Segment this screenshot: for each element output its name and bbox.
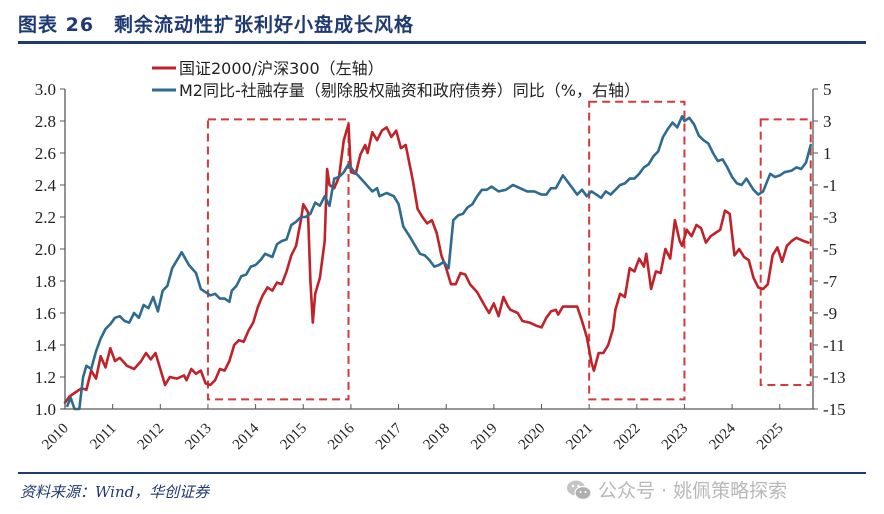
watermark-text: 公众号 · 姚佩策略探索 <box>598 480 788 502</box>
highlight-box <box>588 100 686 401</box>
x-axis-tick-label: 2023 <box>659 421 692 454</box>
x-axis-tick-label: 2012 <box>135 421 168 454</box>
right-axis-tick-label: -7 <box>823 272 838 291</box>
right-axis-tick-label: -15 <box>823 400 846 419</box>
x-axis-tick-label: 2025 <box>754 421 787 454</box>
left-axis-tick-label: 3.0 <box>35 80 56 99</box>
line-chart: 国证2000/沪深300（左轴） M2同比-社融存量（剔除股权融资和政府债券）同比… <box>35 59 846 453</box>
highlight-box <box>206 118 350 401</box>
wechat-icon <box>566 479 592 501</box>
highlight-box <box>759 118 812 387</box>
legend-label: M2同比-社融存量（剔除股权融资和政府债券）同比（%，右轴） <box>179 81 640 100</box>
x-axis-tick-label: 2016 <box>325 420 358 453</box>
chart-axes: 3.0 2.8 2.6 2.4 2.2 2.0 1.8 1.6 1.4 1.2 1.0 5 3 1 -1 -3… <box>35 80 846 453</box>
right-axis-tick-label: -3 <box>823 208 837 227</box>
x-axis-tick-label: 2010 <box>39 421 72 454</box>
figure-title-text: 图表 26 剩余流动性扩张利好小盘成长风格 <box>18 13 415 36</box>
right-axis-tick-label: 1 <box>823 144 832 163</box>
chart-legend: 国证2000/沪深300（左轴） M2同比-社融存量（剔除股权融资和政府债券）同比… <box>152 59 640 100</box>
right-axis-tick-label: -13 <box>823 368 846 387</box>
x-axis-tick-label: 2024 <box>706 420 739 453</box>
left-axis-tick-label: 1.0 <box>35 400 56 419</box>
right-axis-tick-label: 5 <box>823 80 832 99</box>
right-axis-tick-label: -11 <box>823 336 845 355</box>
x-axis-tick-label: 2015 <box>278 421 311 454</box>
chart-series <box>63 114 812 411</box>
series-line-ratio <box>63 122 810 404</box>
x-axis-tick-label: 2014 <box>230 420 263 453</box>
source-note: 资料来源：Wind，华创证券 <box>20 483 210 501</box>
left-axis-tick-label: 2.0 <box>35 240 56 259</box>
left-axis-tick-label: 1.6 <box>35 304 56 323</box>
x-axis-tick-label: 2017 <box>373 420 406 453</box>
x-axis-tick-label: 2011 <box>87 421 119 453</box>
series-line-liquidity <box>66 114 812 411</box>
left-axis-tick-label: 1.2 <box>35 368 56 387</box>
highlight-boxes <box>206 100 812 401</box>
legend-label: 国证2000/沪深300（左轴） <box>179 59 384 78</box>
footer-divider <box>18 472 866 474</box>
title-divider <box>18 41 866 44</box>
x-axis-tick-label: 2019 <box>468 421 501 454</box>
left-axis-tick-label: 2.4 <box>35 176 57 195</box>
x-axis-tick-label: 2013 <box>182 421 215 454</box>
left-axis-tick-label: 2.8 <box>35 112 56 131</box>
left-axis-tick-label: 2.2 <box>35 208 56 227</box>
x-axis-tick-label: 2020 <box>516 421 549 454</box>
left-axis-tick-label: 2.6 <box>35 144 56 163</box>
right-axis-tick-label: -9 <box>823 304 837 323</box>
right-axis-tick-label: 3 <box>823 112 832 131</box>
right-axis-tick-label: -1 <box>823 176 837 195</box>
x-axis-tick-label: 2021 <box>563 421 596 454</box>
right-axis-tick-label: -5 <box>823 240 837 259</box>
x-axis-tick-label: 2018 <box>421 421 454 454</box>
left-axis-tick-label: 1.8 <box>35 272 56 291</box>
left-axis-tick-label: 1.4 <box>35 336 57 355</box>
x-axis-tick-label: 2022 <box>611 421 644 454</box>
figure-title: 图表 26 剩余流动性扩张利好小盘成长风格 <box>18 8 414 38</box>
watermark: 公众号 · 姚佩策略探索 <box>566 476 787 503</box>
